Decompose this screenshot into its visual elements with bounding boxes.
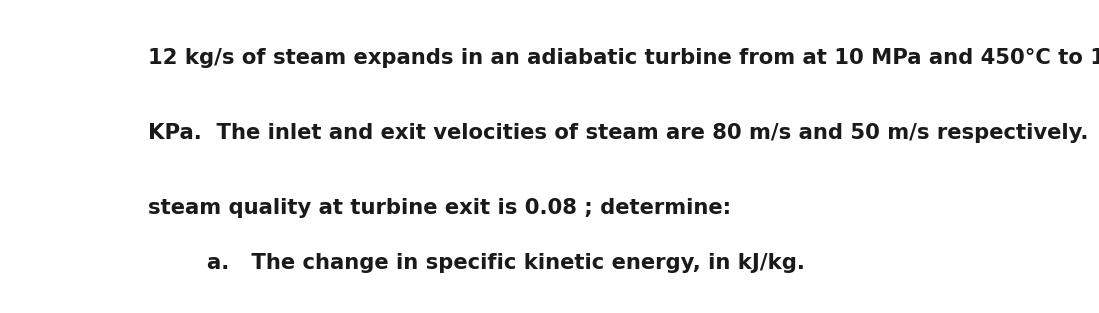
Text: 12 kg/s of steam expands in an adiabatic turbine from at 10 MPa and 450°C to 10: 12 kg/s of steam expands in an adiabatic… [148,49,1099,69]
Text: a.   The change in specific kinetic energy, in kJ/kg.: a. The change in specific kinetic energy… [208,253,806,273]
Text: KPa.  The inlet and exit velocities of steam are 80 m/s and 50 m/s respectively.: KPa. The inlet and exit velocities of st… [148,123,1099,143]
Text: steam quality at turbine exit is 0.08 ; determine:: steam quality at turbine exit is 0.08 ; … [148,198,732,218]
